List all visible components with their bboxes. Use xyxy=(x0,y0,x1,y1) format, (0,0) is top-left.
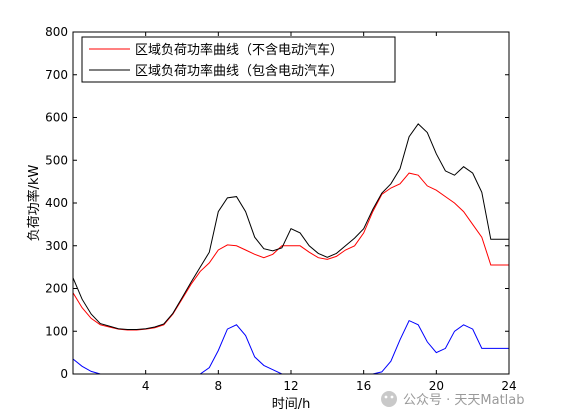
y-tick-label: 200 xyxy=(45,282,68,296)
x-tick-label: 4 xyxy=(142,379,150,393)
watermark: 公众号 · 天天Matlab xyxy=(381,391,525,408)
y-tick-label: 0 xyxy=(60,367,68,381)
legend-label-without-ev: 区域负荷功率曲线（不含电动汽车） xyxy=(135,42,343,58)
x-tick-label: 8 xyxy=(215,379,223,393)
y-tick-label: 500 xyxy=(45,153,68,167)
y-tick-label: 400 xyxy=(45,196,68,210)
watermark-text: 公众号 · 天天Matlab xyxy=(403,393,525,408)
x-tick-label: 24 xyxy=(501,379,516,393)
series-line-ev-load xyxy=(73,319,509,374)
y-tick-label: 700 xyxy=(45,68,68,82)
y-axis-label: 负荷功率/kW xyxy=(26,164,42,241)
x-tick-label: 12 xyxy=(283,379,298,393)
series-line-with-ev xyxy=(73,123,509,330)
x-tick-label: 20 xyxy=(429,379,444,393)
plot-area: 4 8 12 16 20 24 0 100 200 300 400 500 600 700 800 xyxy=(45,25,517,393)
y-tick-label: 800 xyxy=(45,25,68,39)
series-line-without-ev xyxy=(73,172,509,331)
legend-label-with-ev: 区域负荷功率曲线（包含电动汽车） xyxy=(135,63,343,79)
x-axis-label: 时间/h xyxy=(272,397,311,412)
legend: 区域负荷功率曲线（不含电动汽车） 区域负荷功率曲线（包含电动汽车） xyxy=(81,36,396,83)
x-tick-label: 16 xyxy=(356,379,371,393)
legend-box xyxy=(81,36,396,83)
y-tick-label: 600 xyxy=(45,111,68,125)
y-tick-label: 300 xyxy=(45,239,68,253)
wechat-icon xyxy=(381,391,397,407)
axes-box xyxy=(72,31,510,375)
y-tick-label: 100 xyxy=(45,324,68,338)
